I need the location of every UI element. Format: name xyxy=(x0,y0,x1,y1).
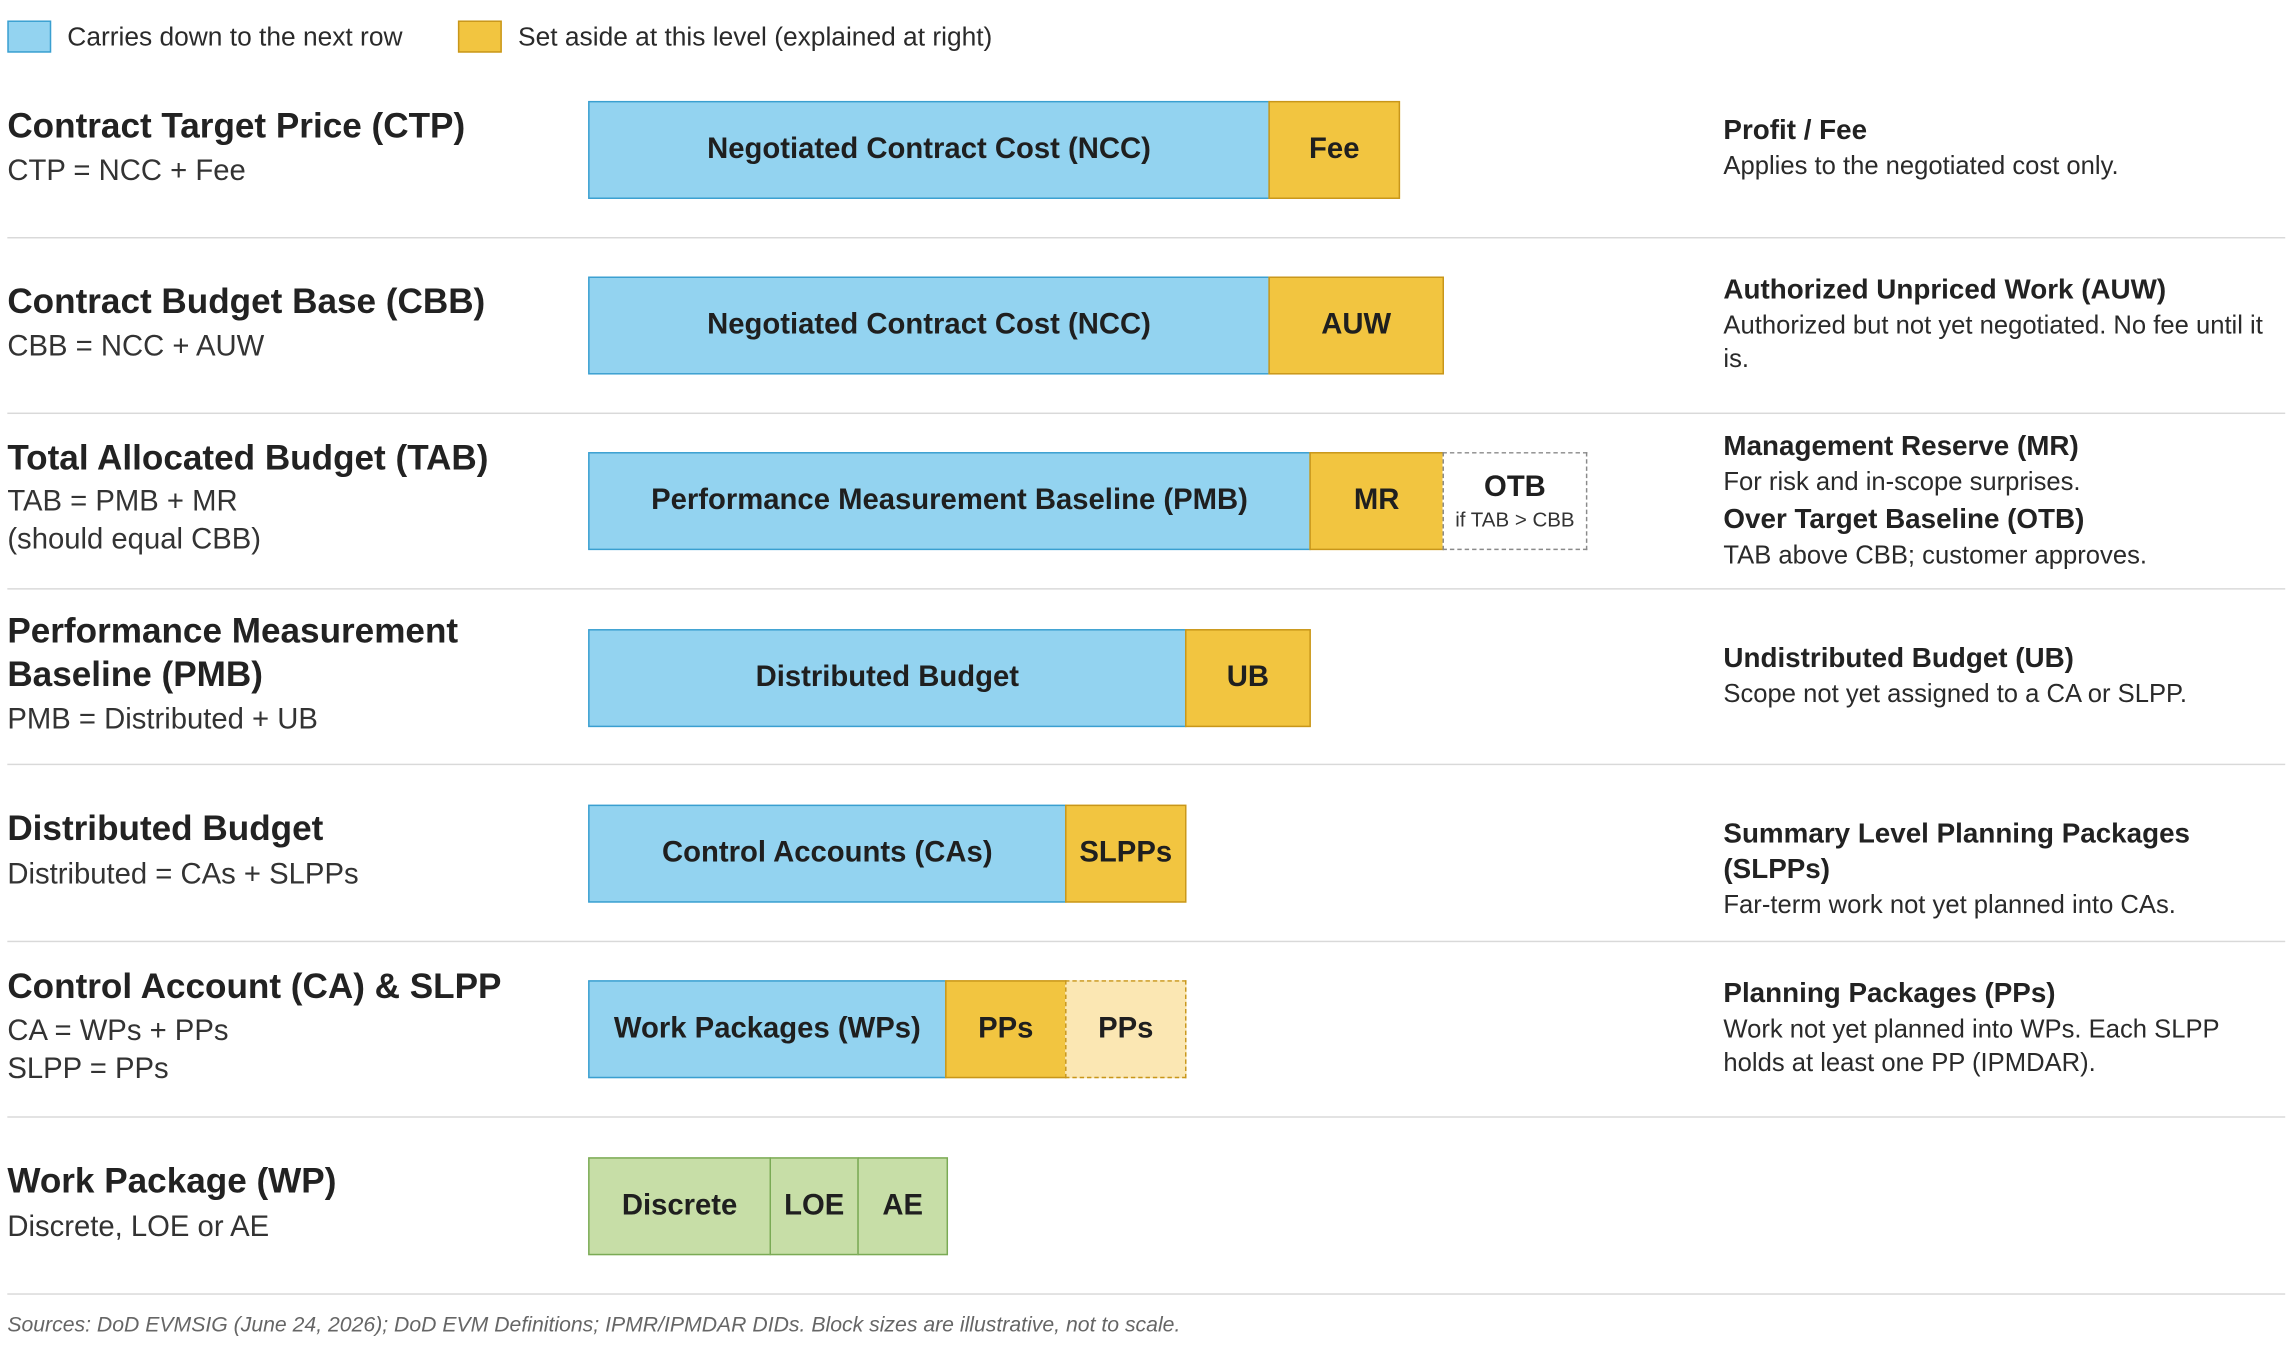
row-divider xyxy=(7,412,2286,415)
note-title: Over Target Baseline (OTB) xyxy=(1723,504,2085,536)
block-label: PPs xyxy=(978,1012,1034,1045)
sources-footnote: Sources: DoD EVMSIG (June 24, 2026); DoD… xyxy=(7,1313,1181,1338)
block-ncc: Negotiated Contract Cost (NCC) xyxy=(588,276,1270,375)
legend-label-set-aside: Set aside at this level (explained at ri… xyxy=(518,21,993,51)
block-label: Fee xyxy=(1309,133,1360,166)
block-auw: AUW xyxy=(1268,276,1444,375)
block-label: OTB xyxy=(1484,471,1546,504)
row-divider xyxy=(7,763,2286,766)
note-title: Undistributed Budget (UB) xyxy=(1723,643,2074,675)
note-auw: Authorized Unpriced Work (AUW) Authorize… xyxy=(1723,274,2286,376)
legend-swatch-set-aside xyxy=(458,20,502,53)
legend: Carries down to the next row Set aside a… xyxy=(7,18,1048,56)
note-mr: Management Reserve (MR) For risk and in-… xyxy=(1723,430,2286,499)
note-desc: Scope not yet assigned to a CA or SLPP. xyxy=(1723,678,2187,709)
block-pmb: Performance Measurement Baseline (PMB) xyxy=(588,452,1311,551)
block-ub: UB xyxy=(1185,629,1311,728)
block-work-packages: Work Packages (WPs) xyxy=(588,980,947,1079)
block-pps-slpp: PPs xyxy=(1065,980,1187,1079)
row-divider xyxy=(7,1293,2286,1295)
block-label: UB xyxy=(1226,661,1270,694)
block-loe: LOE xyxy=(769,1157,859,1256)
block-label: MR xyxy=(1353,484,1400,517)
block-ncc: Negotiated Contract Cost (NCC) xyxy=(588,100,1270,199)
block-label: Discrete xyxy=(621,1189,738,1222)
block-mr: MR xyxy=(1309,452,1444,551)
block-ae: AE xyxy=(857,1157,949,1256)
block-label: Work Packages (WPs) xyxy=(613,1012,921,1045)
note-title: Management Reserve (MR) xyxy=(1723,431,2079,463)
block-pps: PPs xyxy=(945,980,1067,1079)
block-label: Distributed Budget xyxy=(755,661,1019,694)
note-title: Profit / Fee xyxy=(1723,115,1868,147)
block-distributed: Distributed Budget xyxy=(588,629,1187,728)
note-title: Summary Level Planning Packages (SLPPs) xyxy=(1723,819,2190,886)
row-divider xyxy=(7,1116,2286,1118)
block-label: LOE xyxy=(784,1189,845,1222)
row-title-ctp: Contract Target Price (CTP) xyxy=(7,106,466,147)
note-desc: Authorized but not yet negotiated. No fe… xyxy=(1723,310,2263,374)
note-desc: Applies to the negotiated cost only. xyxy=(1723,150,2119,180)
block-otb: OTB if TAB > CBB xyxy=(1442,452,1588,551)
row-formula-ctp: CTP = NCC + Fee xyxy=(7,155,246,188)
note-otb: Over Target Baseline (OTB) TAB above CBB… xyxy=(1723,503,2286,572)
note-title: Authorized Unpriced Work (AUW) xyxy=(1723,275,2167,306)
note-desc: Work not yet planned into WPs. Each SLPP… xyxy=(1723,1013,2220,1077)
block-slpps: SLPPs xyxy=(1065,804,1187,903)
note-title: Planning Packages (PPs) xyxy=(1723,978,2056,1010)
row-divider xyxy=(7,940,2286,943)
block-fee: Fee xyxy=(1268,100,1401,199)
row-title-distributed: Distributed Budget xyxy=(7,809,324,849)
row-formula-cbb: CBB = NCC + AUW xyxy=(7,330,265,363)
row-formula-pmb: PMB = Distributed + UB xyxy=(7,703,318,736)
row-formula-ca-slpp: CA = WPs + PPs SLPP = PPs xyxy=(7,1015,229,1086)
note-fee: Profit / Fee Applies to the negotiated c… xyxy=(1723,114,2286,183)
legend-item-carry: Carries down to the next row xyxy=(7,20,403,53)
note-desc: TAB above CBB; customer approves. xyxy=(1723,539,2147,570)
row-divider xyxy=(7,237,2286,239)
row-formula-wp: Discrete, LOE or AE xyxy=(7,1211,270,1244)
note-desc: Far-term work not yet planned into CAs. xyxy=(1723,889,2176,919)
row-title-pmb: Performance Measurement Baseline (PMB) xyxy=(7,611,459,695)
row-formula-distributed: Distributed = CAs + SLPPs xyxy=(7,858,359,891)
block-label: Negotiated Contract Cost (NCC) xyxy=(707,308,1151,341)
row-formula-tab: TAB = PMB + MR (should equal CBB) xyxy=(7,485,262,556)
row-title-wp: Work Package (WP) xyxy=(7,1161,337,1202)
note-slpps: Summary Level Planning Packages (SLPPs) … xyxy=(1723,818,2286,922)
legend-label-carry: Carries down to the next row xyxy=(67,21,403,51)
block-label: Negotiated Contract Cost (NCC) xyxy=(707,133,1151,166)
legend-item-set-aside: Set aside at this level (explained at ri… xyxy=(458,20,993,53)
block-label: PPs xyxy=(1098,1012,1154,1045)
block-label: Performance Measurement Baseline (PMB) xyxy=(651,484,1248,517)
note-desc: For risk and in-scope surprises. xyxy=(1723,466,2081,496)
block-discrete: Discrete xyxy=(588,1157,772,1256)
block-label: SLPPs xyxy=(1079,836,1173,870)
note-ub: Undistributed Budget (UB) Scope not yet … xyxy=(1723,642,2286,711)
row-divider xyxy=(7,588,2286,590)
block-control-accounts: Control Accounts (CAs) xyxy=(588,804,1067,903)
block-label: AUW xyxy=(1321,308,1392,341)
row-title-cbb: Contract Budget Base (CBB) xyxy=(7,282,486,322)
block-label: Control Accounts (CAs) xyxy=(662,836,993,870)
legend-swatch-carry xyxy=(7,20,52,53)
block-label: AE xyxy=(882,1189,923,1222)
note-pps: Planning Packages (PPs) Work not yet pla… xyxy=(1723,977,2286,1079)
row-title-tab: Total Allocated Budget (TAB) xyxy=(7,438,489,479)
block-sublabel: if TAB > CBB xyxy=(1455,507,1575,532)
row-title-ca-slpp: Control Account (CA) & SLPP xyxy=(7,967,502,1007)
